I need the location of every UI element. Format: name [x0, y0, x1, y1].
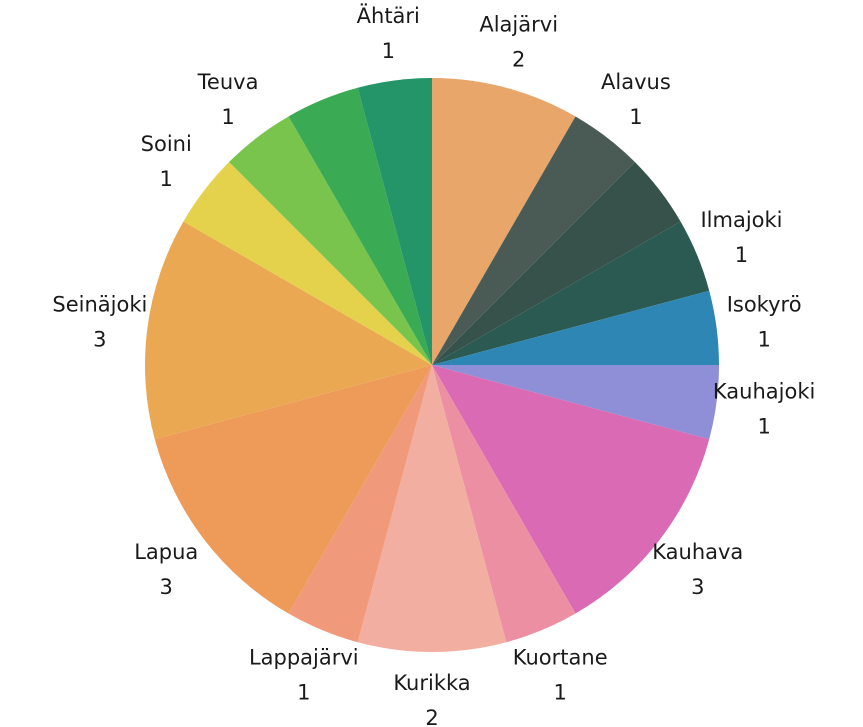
pie-slice — [432, 221, 710, 365]
pie-slice — [154, 365, 432, 614]
slice-label: Ilmajoki — [700, 208, 782, 232]
pie-slice — [288, 365, 432, 643]
pie-slice — [145, 221, 433, 440]
slice-value: 1 — [757, 415, 770, 439]
pie-slice — [432, 365, 719, 440]
pie-slice — [432, 116, 635, 365]
slice-label: Alavus — [601, 70, 671, 94]
pie-slice — [288, 87, 432, 365]
slice-label: Kauhajoki — [713, 380, 815, 404]
pie-slice — [183, 162, 432, 365]
pie-slice — [432, 365, 576, 643]
slice-value: 1 — [160, 167, 173, 191]
pie-slice — [357, 78, 432, 365]
pie-slice — [357, 365, 507, 652]
slice-label: Kurikka — [393, 671, 470, 695]
slice-value: 3 — [160, 575, 173, 599]
slice-value: 1 — [757, 327, 770, 351]
pie-slice — [432, 162, 681, 365]
slice-value: 1 — [629, 105, 642, 129]
pie-slice — [432, 365, 710, 614]
slice-label: Kauhava — [652, 540, 743, 564]
pie-slice — [432, 78, 576, 365]
slice-value: 2 — [512, 47, 525, 71]
slice-label: Ähtäri — [357, 3, 420, 28]
slice-value: 1 — [297, 680, 310, 704]
slice-value: 1 — [554, 680, 567, 704]
slice-value: 3 — [93, 327, 106, 351]
slice-label: Teuva — [197, 70, 259, 94]
slice-label: Lapua — [134, 540, 198, 564]
slice-value: 2 — [425, 706, 438, 727]
pie-slice — [229, 116, 432, 365]
slice-label: Kuortane — [513, 645, 608, 669]
pie-slice — [432, 290, 719, 365]
slice-value: 1 — [221, 105, 234, 129]
slice-label: Soini — [141, 132, 192, 156]
slice-value: 1 — [382, 39, 395, 63]
slice-label: Seinäjoki — [52, 292, 147, 316]
slice-value: 3 — [691, 575, 704, 599]
slice-label: Isokyrö — [727, 292, 802, 316]
slice-label: Lappajärvi — [249, 645, 359, 669]
slice-label: Alajärvi — [479, 12, 558, 36]
slice-value: 1 — [735, 243, 748, 267]
